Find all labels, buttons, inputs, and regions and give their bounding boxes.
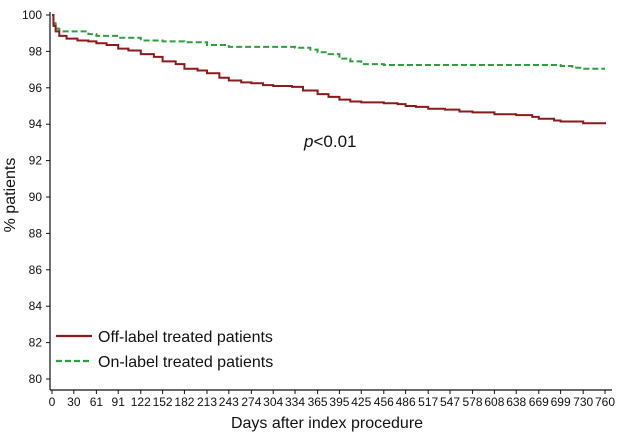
legend: Off-label treated patients On-label trea… (56, 329, 273, 371)
x-tick-label: 152 (153, 395, 173, 409)
x-tick-label: 638 (506, 395, 526, 409)
y-tick-label: 86 (29, 263, 43, 277)
x-tick-label: 395 (329, 395, 349, 409)
x-tick-label: 730 (573, 395, 593, 409)
x-axis-title: Days after index procedure (231, 415, 423, 432)
x-tick-label: 517 (418, 395, 438, 409)
x-tick-label: 213 (197, 395, 217, 409)
x-tick-label: 486 (396, 395, 416, 409)
y-axis-title: % patients (2, 158, 19, 233)
x-tick-label: 122 (131, 395, 151, 409)
x-tick-label: 0 (49, 395, 56, 409)
x-tick-label: 182 (174, 395, 194, 409)
y-tick-label: 96 (29, 81, 43, 95)
y-tick-label: 82 (29, 336, 43, 350)
y-tick-label: 92 (29, 154, 43, 168)
x-tick-label: 91 (112, 395, 126, 409)
x-tick-label: 699 (551, 395, 571, 409)
x-tick-label: 608 (484, 395, 504, 409)
x-tick-label: 669 (529, 395, 549, 409)
y-tick-label: 94 (29, 117, 43, 131)
x-tick-label: 334 (285, 395, 305, 409)
x-tick-label: 578 (463, 395, 483, 409)
x-tick-label: 243 (219, 395, 239, 409)
y-tick-label: 100 (22, 8, 42, 22)
x-ticks: 0 30 61 91 122 152 182 213 243 274 304 334 365 395 425… (49, 390, 615, 409)
x-tick-label: 304 (263, 395, 283, 409)
y-tick-label: 84 (29, 299, 43, 313)
x-tick-label: 760 (595, 395, 615, 409)
series-line-off-label (52, 14, 606, 125)
x-tick-label: 61 (90, 395, 104, 409)
y-tick-label: 88 (29, 226, 43, 240)
x-tick-label: 456 (374, 395, 394, 409)
y-tick-label: 80 (29, 372, 43, 386)
x-tick-label: 365 (308, 395, 328, 409)
x-tick-label: 547 (440, 395, 460, 409)
axes (49, 12, 612, 391)
y-tick-label: 98 (29, 44, 43, 58)
y-tick-label: 90 (29, 190, 43, 204)
x-tick-label: 30 (67, 395, 81, 409)
x-tick-label: 425 (351, 395, 371, 409)
series-line-on-label (52, 14, 605, 70)
p-value-annotation: p<0.01 (303, 132, 356, 151)
series-layer (52, 14, 606, 125)
legend-label-off-label: Off-label treated patients (98, 329, 273, 346)
legend-label-on-label: On-label treated patients (98, 354, 273, 371)
p-value-text: <0.01 (313, 132, 356, 151)
y-ticks: 80 82 84 86 88 90 92 94 96 98 100 (22, 8, 50, 386)
p-value-symbol: p (303, 132, 313, 151)
x-tick-label: 274 (241, 395, 261, 409)
